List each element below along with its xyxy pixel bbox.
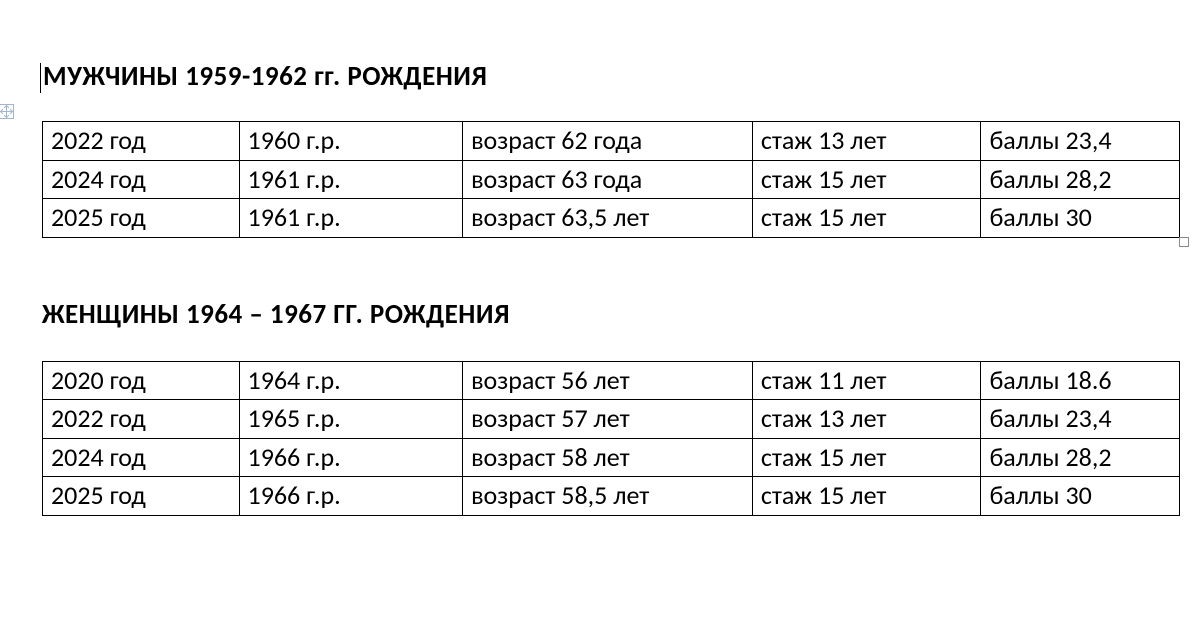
table-women-body: 2020 год 1964 г.р. возраст 56 лет стаж 1… (43, 361, 1180, 515)
cell-stage: стаж 13 лет (752, 400, 981, 439)
cell-age: возраст 58,5 лет (463, 477, 753, 516)
cell-year: 2024 год (43, 160, 240, 199)
cell-points: баллы 30 (981, 477, 1180, 516)
cell-points: баллы 23,4 (981, 122, 1180, 161)
cell-points: баллы 28,2 (981, 160, 1180, 199)
cell-birth: 1966 г.р. (239, 477, 463, 516)
table-men: 2022 год 1960 г.р. возраст 62 года стаж … (42, 121, 1180, 238)
cell-year: 2025 год (43, 477, 240, 516)
table-row: 2022 год 1965 г.р. возраст 57 лет стаж 1… (43, 400, 1180, 439)
table-row: 2022 год 1960 г.р. возраст 62 года стаж … (43, 122, 1180, 161)
cell-year: 2020 год (43, 361, 240, 400)
document-page: МУЖЧИНЫ 1959-1962 гг. РОЖДЕНИЯ 2022 год … (0, 0, 1200, 516)
table-row: 2025 год 1966 г.р. возраст 58,5 лет стаж… (43, 477, 1180, 516)
table2-wrapper: 2020 год 1964 г.р. возраст 56 лет стаж 1… (42, 361, 1180, 516)
table1-wrapper: 2022 год 1960 г.р. возраст 62 года стаж … (42, 121, 1180, 238)
table-women: 2020 год 1964 г.р. возраст 56 лет стаж 1… (42, 361, 1180, 516)
table-row: 2020 год 1964 г.р. возраст 56 лет стаж 1… (43, 361, 1180, 400)
cell-age: возраст 57 лет (463, 400, 753, 439)
section2-title-text: ЖЕНЩИНЫ 1964 – 1967 ГГ. РОЖДЕНИЯ (42, 298, 510, 331)
cell-birth: 1961 г.р. (239, 199, 463, 238)
cell-stage: стаж 11 лет (752, 361, 981, 400)
cell-birth: 1965 г.р. (239, 400, 463, 439)
cell-year: 2025 год (43, 199, 240, 238)
cell-stage: стаж 15 лет (752, 438, 981, 477)
table-row: 2025 год 1961 г.р. возраст 63,5 лет стаж… (43, 199, 1180, 238)
cell-age: возраст 56 лет (463, 361, 753, 400)
cell-year: 2022 год (43, 122, 240, 161)
section1-title-text: МУЖЧИНЫ 1959-1962 гг. РОЖДЕНИЯ (43, 60, 487, 93)
section2-title: ЖЕНЩИНЫ 1964 – 1967 ГГ. РОЖДЕНИЯ (42, 298, 1170, 331)
cell-stage: стаж 15 лет (752, 160, 981, 199)
cell-birth: 1966 г.р. (239, 438, 463, 477)
cell-age: возраст 63 года (463, 160, 753, 199)
cell-age: возраст 58 лет (463, 438, 753, 477)
table-anchor-icon[interactable] (0, 104, 14, 119)
cell-year: 2024 год (43, 438, 240, 477)
table-resize-icon[interactable] (1179, 237, 1189, 247)
cell-birth: 1960 г.р. (239, 122, 463, 161)
cell-points: баллы 30 (981, 199, 1180, 238)
cell-points: баллы 23,4 (981, 400, 1180, 439)
cell-birth: 1964 г.р. (239, 361, 463, 400)
cell-year: 2022 год (43, 400, 240, 439)
section1-title: МУЖЧИНЫ 1959-1962 гг. РОЖДЕНИЯ (42, 60, 1170, 93)
cell-birth: 1961 г.р. (239, 160, 463, 199)
cell-stage: стаж 15 лет (752, 477, 981, 516)
table-men-body: 2022 год 1960 г.р. возраст 62 года стаж … (43, 122, 1180, 238)
table-row: 2024 год 1961 г.р. возраст 63 года стаж … (43, 160, 1180, 199)
cell-stage: стаж 13 лет (752, 122, 981, 161)
cell-stage: стаж 15 лет (752, 199, 981, 238)
text-cursor (40, 63, 41, 93)
table-row: 2024 год 1966 г.р. возраст 58 лет стаж 1… (43, 438, 1180, 477)
cell-points: баллы 18.6 (981, 361, 1180, 400)
cell-age: возраст 63,5 лет (463, 199, 753, 238)
cell-points: баллы 28,2 (981, 438, 1180, 477)
cell-age: возраст 62 года (463, 122, 753, 161)
